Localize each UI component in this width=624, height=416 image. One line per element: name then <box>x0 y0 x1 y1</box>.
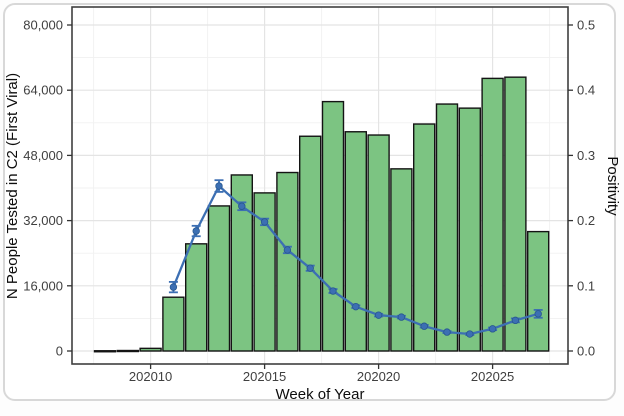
bar <box>481 77 504 352</box>
y-left-tick-label: 32,000 <box>23 213 63 228</box>
x-tick-label: 202025 <box>471 369 514 384</box>
bar <box>162 296 185 352</box>
y-left-tick-label: 48,000 <box>23 148 63 163</box>
chart-generated-content: 0 16,000 32,000 48,000 64,000 80,000 0.0 0.1 0.2… <box>23 6 595 384</box>
y-right-tick-label: 0.4 <box>577 83 595 98</box>
bar <box>116 349 140 353</box>
data-point <box>534 310 542 318</box>
bar <box>390 168 413 352</box>
x-tick-label: 202020 <box>357 369 400 384</box>
y-left-tick-label: 16,000 <box>23 278 63 293</box>
data-point <box>169 283 178 291</box>
data-point <box>238 202 246 210</box>
bar <box>139 347 162 352</box>
data-point <box>329 287 337 295</box>
y-axis-title-left: N People Tested in C2 (First Viral) <box>4 73 21 299</box>
bar <box>299 135 322 352</box>
x-tick-label: 202010 <box>129 369 172 384</box>
data-point <box>397 313 406 321</box>
bar <box>527 230 550 352</box>
bar <box>276 171 299 352</box>
y-right-tick-label: 0.1 <box>577 278 595 293</box>
data-point <box>260 218 269 226</box>
bar <box>184 243 208 352</box>
data-point <box>283 246 292 254</box>
y-left-tick-label: 0 <box>56 344 63 359</box>
x-axis-title: Week of Year <box>276 386 365 403</box>
bar <box>207 205 231 352</box>
y-right-tick-label: 0.2 <box>577 213 595 228</box>
bar <box>435 103 459 352</box>
data-point <box>374 311 383 319</box>
bar <box>458 107 481 352</box>
bar <box>253 192 276 352</box>
data-point <box>443 328 451 336</box>
data-point <box>352 302 360 311</box>
y-right-tick-label: 0.0 <box>577 344 595 359</box>
bar <box>413 123 436 352</box>
bar <box>504 76 527 352</box>
panel-border <box>71 6 569 365</box>
data-point <box>420 322 428 330</box>
bar <box>321 100 345 352</box>
bar <box>230 174 254 352</box>
bar <box>367 134 390 352</box>
y-left-tick-label: 64,000 <box>23 83 63 98</box>
y-right-tick-label: 0.3 <box>577 148 595 163</box>
data-point <box>306 264 314 272</box>
y-right-tick-label: 0.5 <box>577 18 595 33</box>
data-point <box>192 227 200 235</box>
bar <box>93 350 117 353</box>
data-point <box>511 316 520 325</box>
bar <box>344 131 367 352</box>
y-left-tick-label: 80,000 <box>23 18 63 33</box>
y-axis-title-right: Positivity <box>604 156 621 216</box>
data-point <box>466 330 474 338</box>
x-tick-label: 202015 <box>243 369 286 384</box>
data-point <box>488 325 497 333</box>
data-point <box>215 182 223 190</box>
